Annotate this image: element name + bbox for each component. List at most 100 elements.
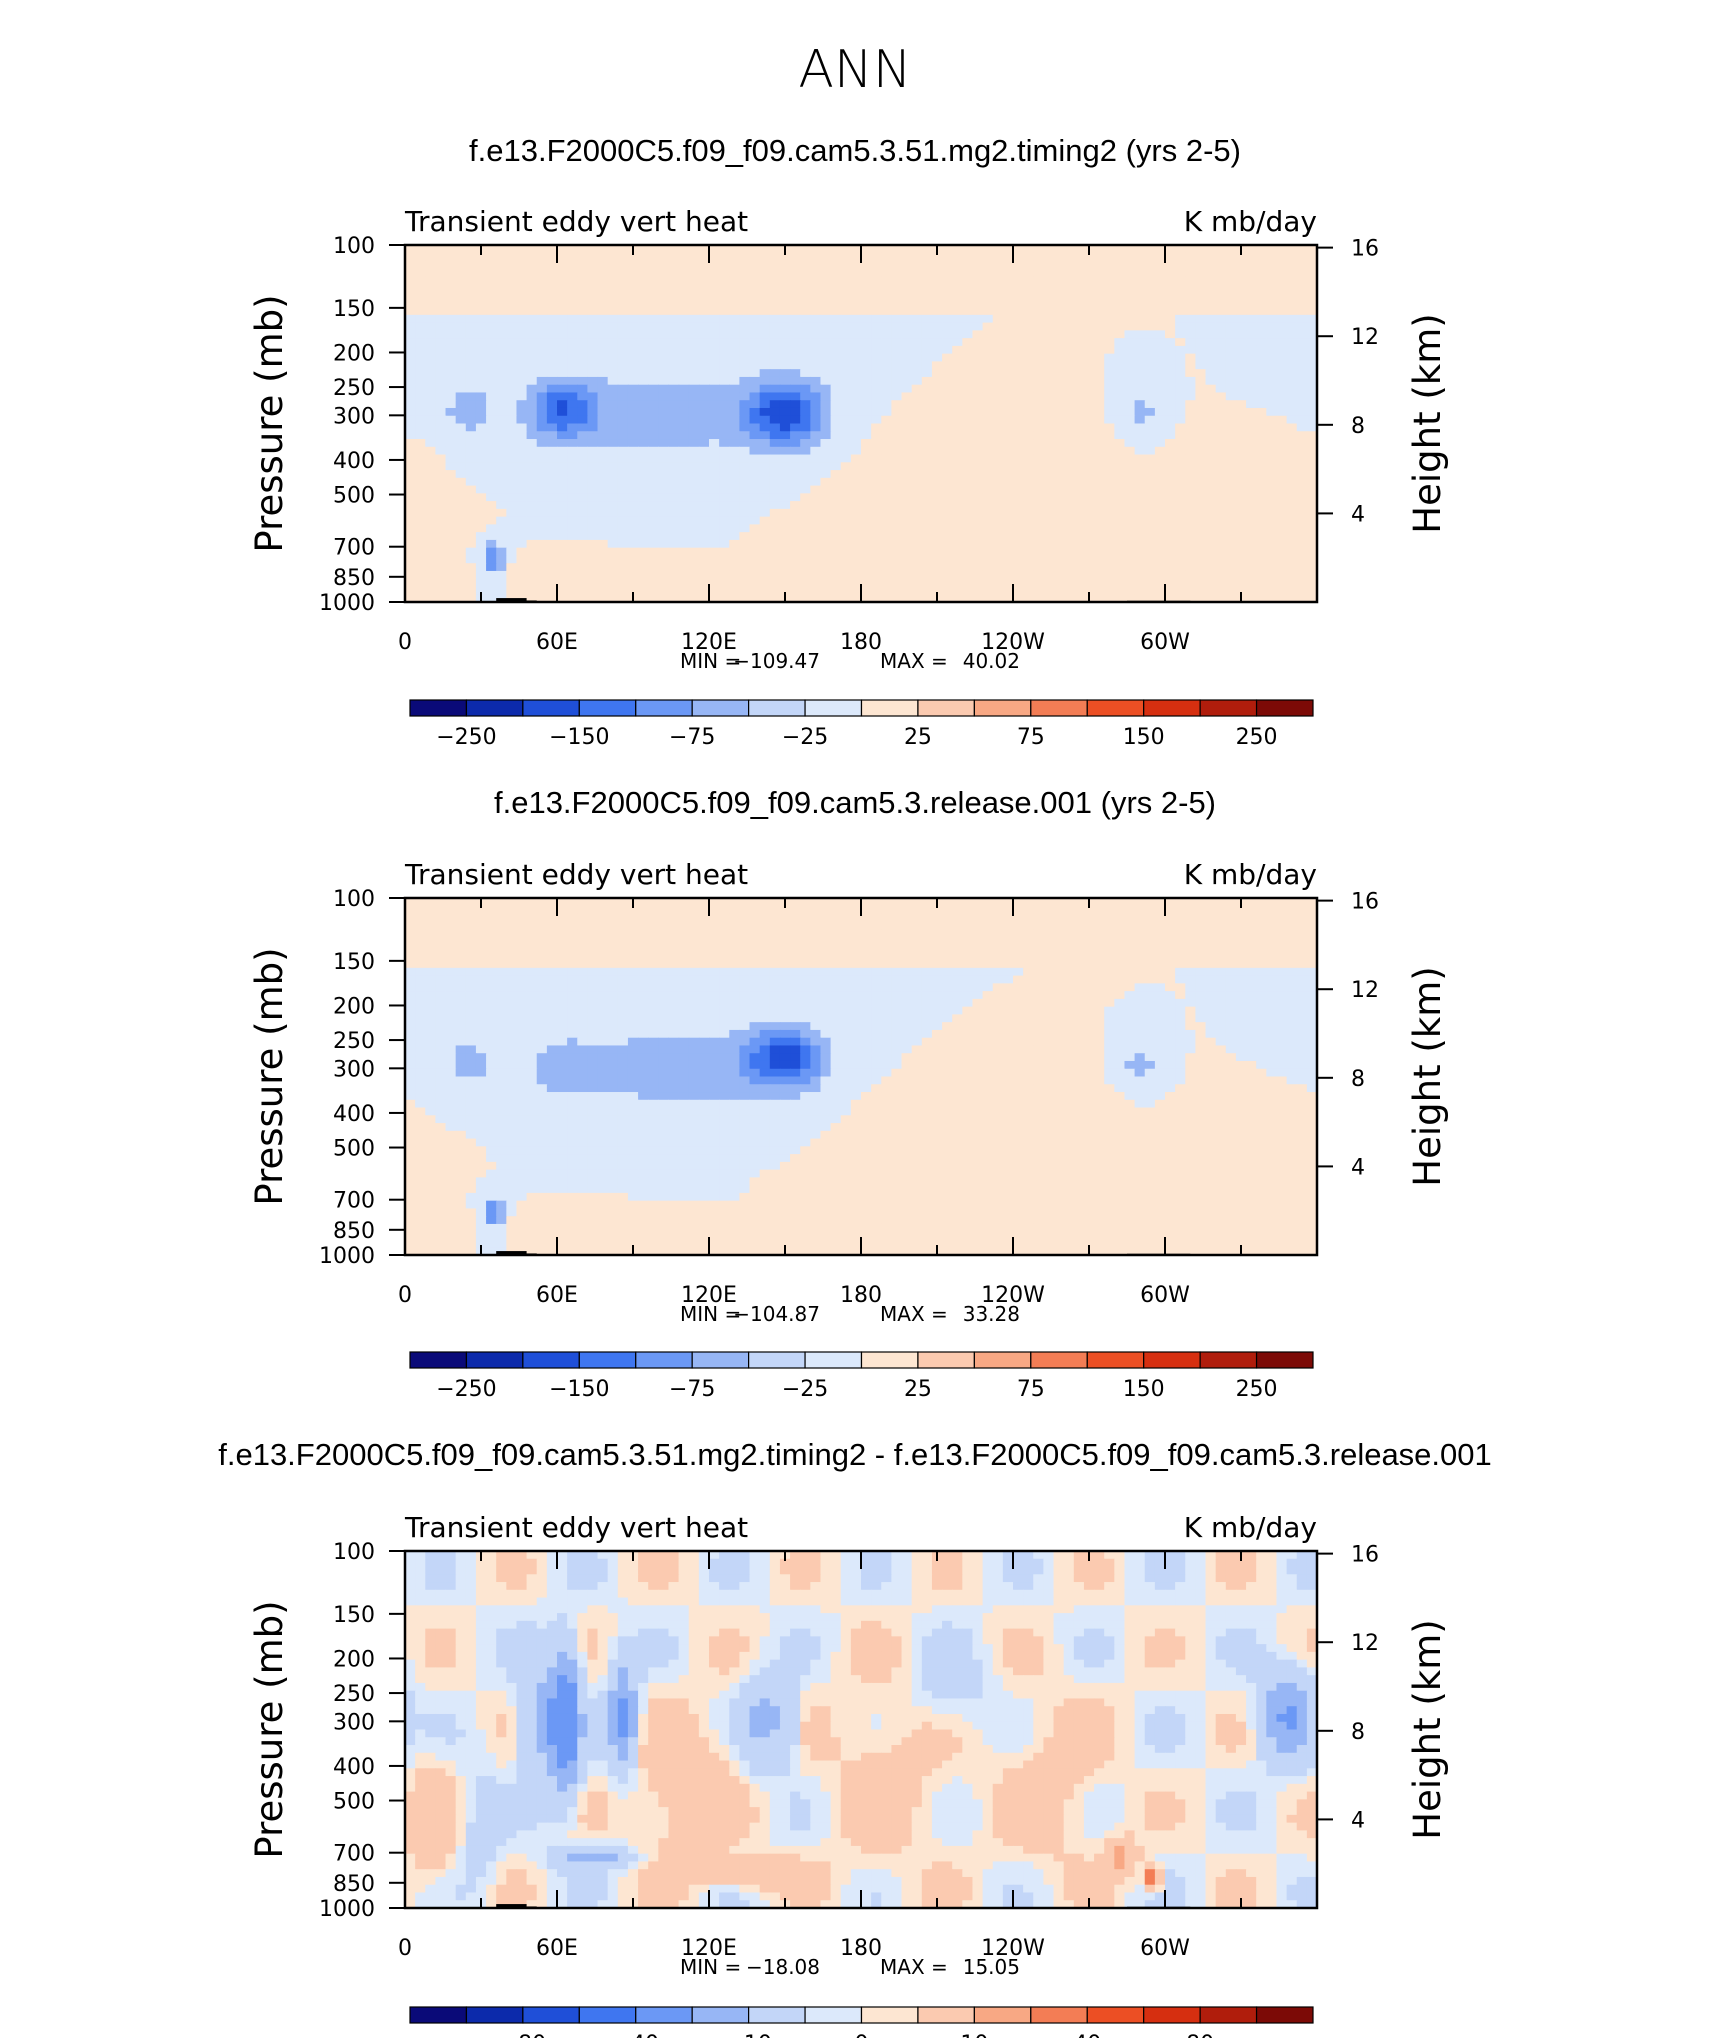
field-cell xyxy=(496,586,507,595)
field-cell xyxy=(1215,936,1227,946)
field-cell xyxy=(475,936,487,946)
field-cell xyxy=(1296,516,1308,525)
field-cell xyxy=(617,276,629,285)
field-cell xyxy=(557,524,568,533)
field-cell xyxy=(516,283,528,293)
field-cell xyxy=(587,376,599,386)
field-cell xyxy=(982,936,994,946)
field-cell xyxy=(911,439,923,448)
field-cell xyxy=(567,439,578,448)
field-cell xyxy=(465,524,477,533)
field-cell xyxy=(617,330,629,339)
field-cell xyxy=(1063,501,1075,510)
field-cell xyxy=(1175,369,1186,378)
field-cell xyxy=(830,446,842,456)
field-cell xyxy=(1165,245,1176,254)
field-cell xyxy=(597,268,609,277)
field-cell xyxy=(516,407,528,417)
field-cell xyxy=(1154,407,1166,417)
field-cell xyxy=(597,291,609,300)
y-tick-label: 200 xyxy=(333,341,375,366)
field-cell xyxy=(942,407,953,417)
field-cell xyxy=(648,532,659,541)
field-cell xyxy=(1195,493,1207,502)
field-cell xyxy=(952,245,963,254)
field-cell xyxy=(1246,913,1257,922)
field-cell xyxy=(820,485,832,494)
field-cell xyxy=(1225,392,1237,401)
field-cell xyxy=(688,470,700,479)
field-cell xyxy=(972,508,984,518)
field-cell xyxy=(486,532,497,541)
field-cell xyxy=(881,376,892,386)
field-cell xyxy=(557,578,568,588)
field-cell xyxy=(1195,392,1207,401)
field-cell xyxy=(415,508,426,518)
field-cell xyxy=(769,314,781,324)
field-cell xyxy=(526,283,538,293)
field-cell xyxy=(658,291,670,300)
field-cell xyxy=(820,501,832,510)
field-cell xyxy=(861,921,872,930)
field-cell xyxy=(567,952,578,961)
field-cell xyxy=(455,944,467,953)
field-cell xyxy=(769,260,781,269)
field-cell xyxy=(496,431,507,440)
field-cell xyxy=(1134,322,1146,331)
field-cell xyxy=(1165,508,1176,518)
field-cell xyxy=(1154,423,1166,432)
field-cell xyxy=(526,322,538,331)
field-cell xyxy=(982,563,994,572)
field-cell xyxy=(1124,470,1136,479)
field-cell xyxy=(567,501,578,510)
field-cell xyxy=(952,921,963,930)
field-cell xyxy=(1296,392,1308,401)
field-cell xyxy=(445,470,457,479)
field-cell xyxy=(790,555,801,564)
field-cell xyxy=(901,539,913,549)
field-cell xyxy=(850,929,862,938)
field-cell xyxy=(1114,477,1126,487)
field-cell xyxy=(952,905,963,915)
field-cell xyxy=(911,345,923,355)
field-cell xyxy=(891,376,903,386)
field-cell xyxy=(577,547,588,557)
field-cell xyxy=(1094,485,1105,494)
field-cell xyxy=(475,929,487,938)
field-cell xyxy=(445,586,457,595)
field-cell xyxy=(1124,439,1136,448)
field-cell xyxy=(1225,307,1237,316)
field-cell xyxy=(850,485,862,494)
field-cell xyxy=(638,376,649,386)
field-cell xyxy=(850,462,862,471)
field-cell xyxy=(1256,929,1267,938)
field-cell xyxy=(475,905,487,915)
min-label: MIN = xyxy=(680,649,741,673)
field-cell xyxy=(425,563,436,572)
field-cell xyxy=(546,913,558,922)
field-cell xyxy=(921,299,933,308)
field-cell xyxy=(1296,462,1308,471)
field-cell xyxy=(1033,392,1044,401)
field-cell xyxy=(415,392,426,401)
field-cell xyxy=(1286,361,1298,370)
field-cell xyxy=(1154,446,1166,456)
field-cell xyxy=(1104,384,1115,394)
field-cell xyxy=(1256,921,1267,930)
field-cell xyxy=(911,268,923,277)
field-cell xyxy=(486,913,497,922)
field-cell xyxy=(1276,913,1288,922)
field-cell xyxy=(648,501,659,510)
field-cell xyxy=(1225,524,1237,533)
field-cell xyxy=(678,470,690,479)
field-cell xyxy=(516,563,528,572)
field-cell xyxy=(1134,570,1146,580)
field-cell xyxy=(861,586,872,595)
field-cell xyxy=(597,477,609,487)
field-cell xyxy=(567,283,578,293)
field-cell xyxy=(982,276,994,285)
field-cell xyxy=(840,936,852,946)
field-cell xyxy=(790,431,801,440)
field-cell xyxy=(678,353,690,363)
field-cell xyxy=(1215,415,1227,425)
